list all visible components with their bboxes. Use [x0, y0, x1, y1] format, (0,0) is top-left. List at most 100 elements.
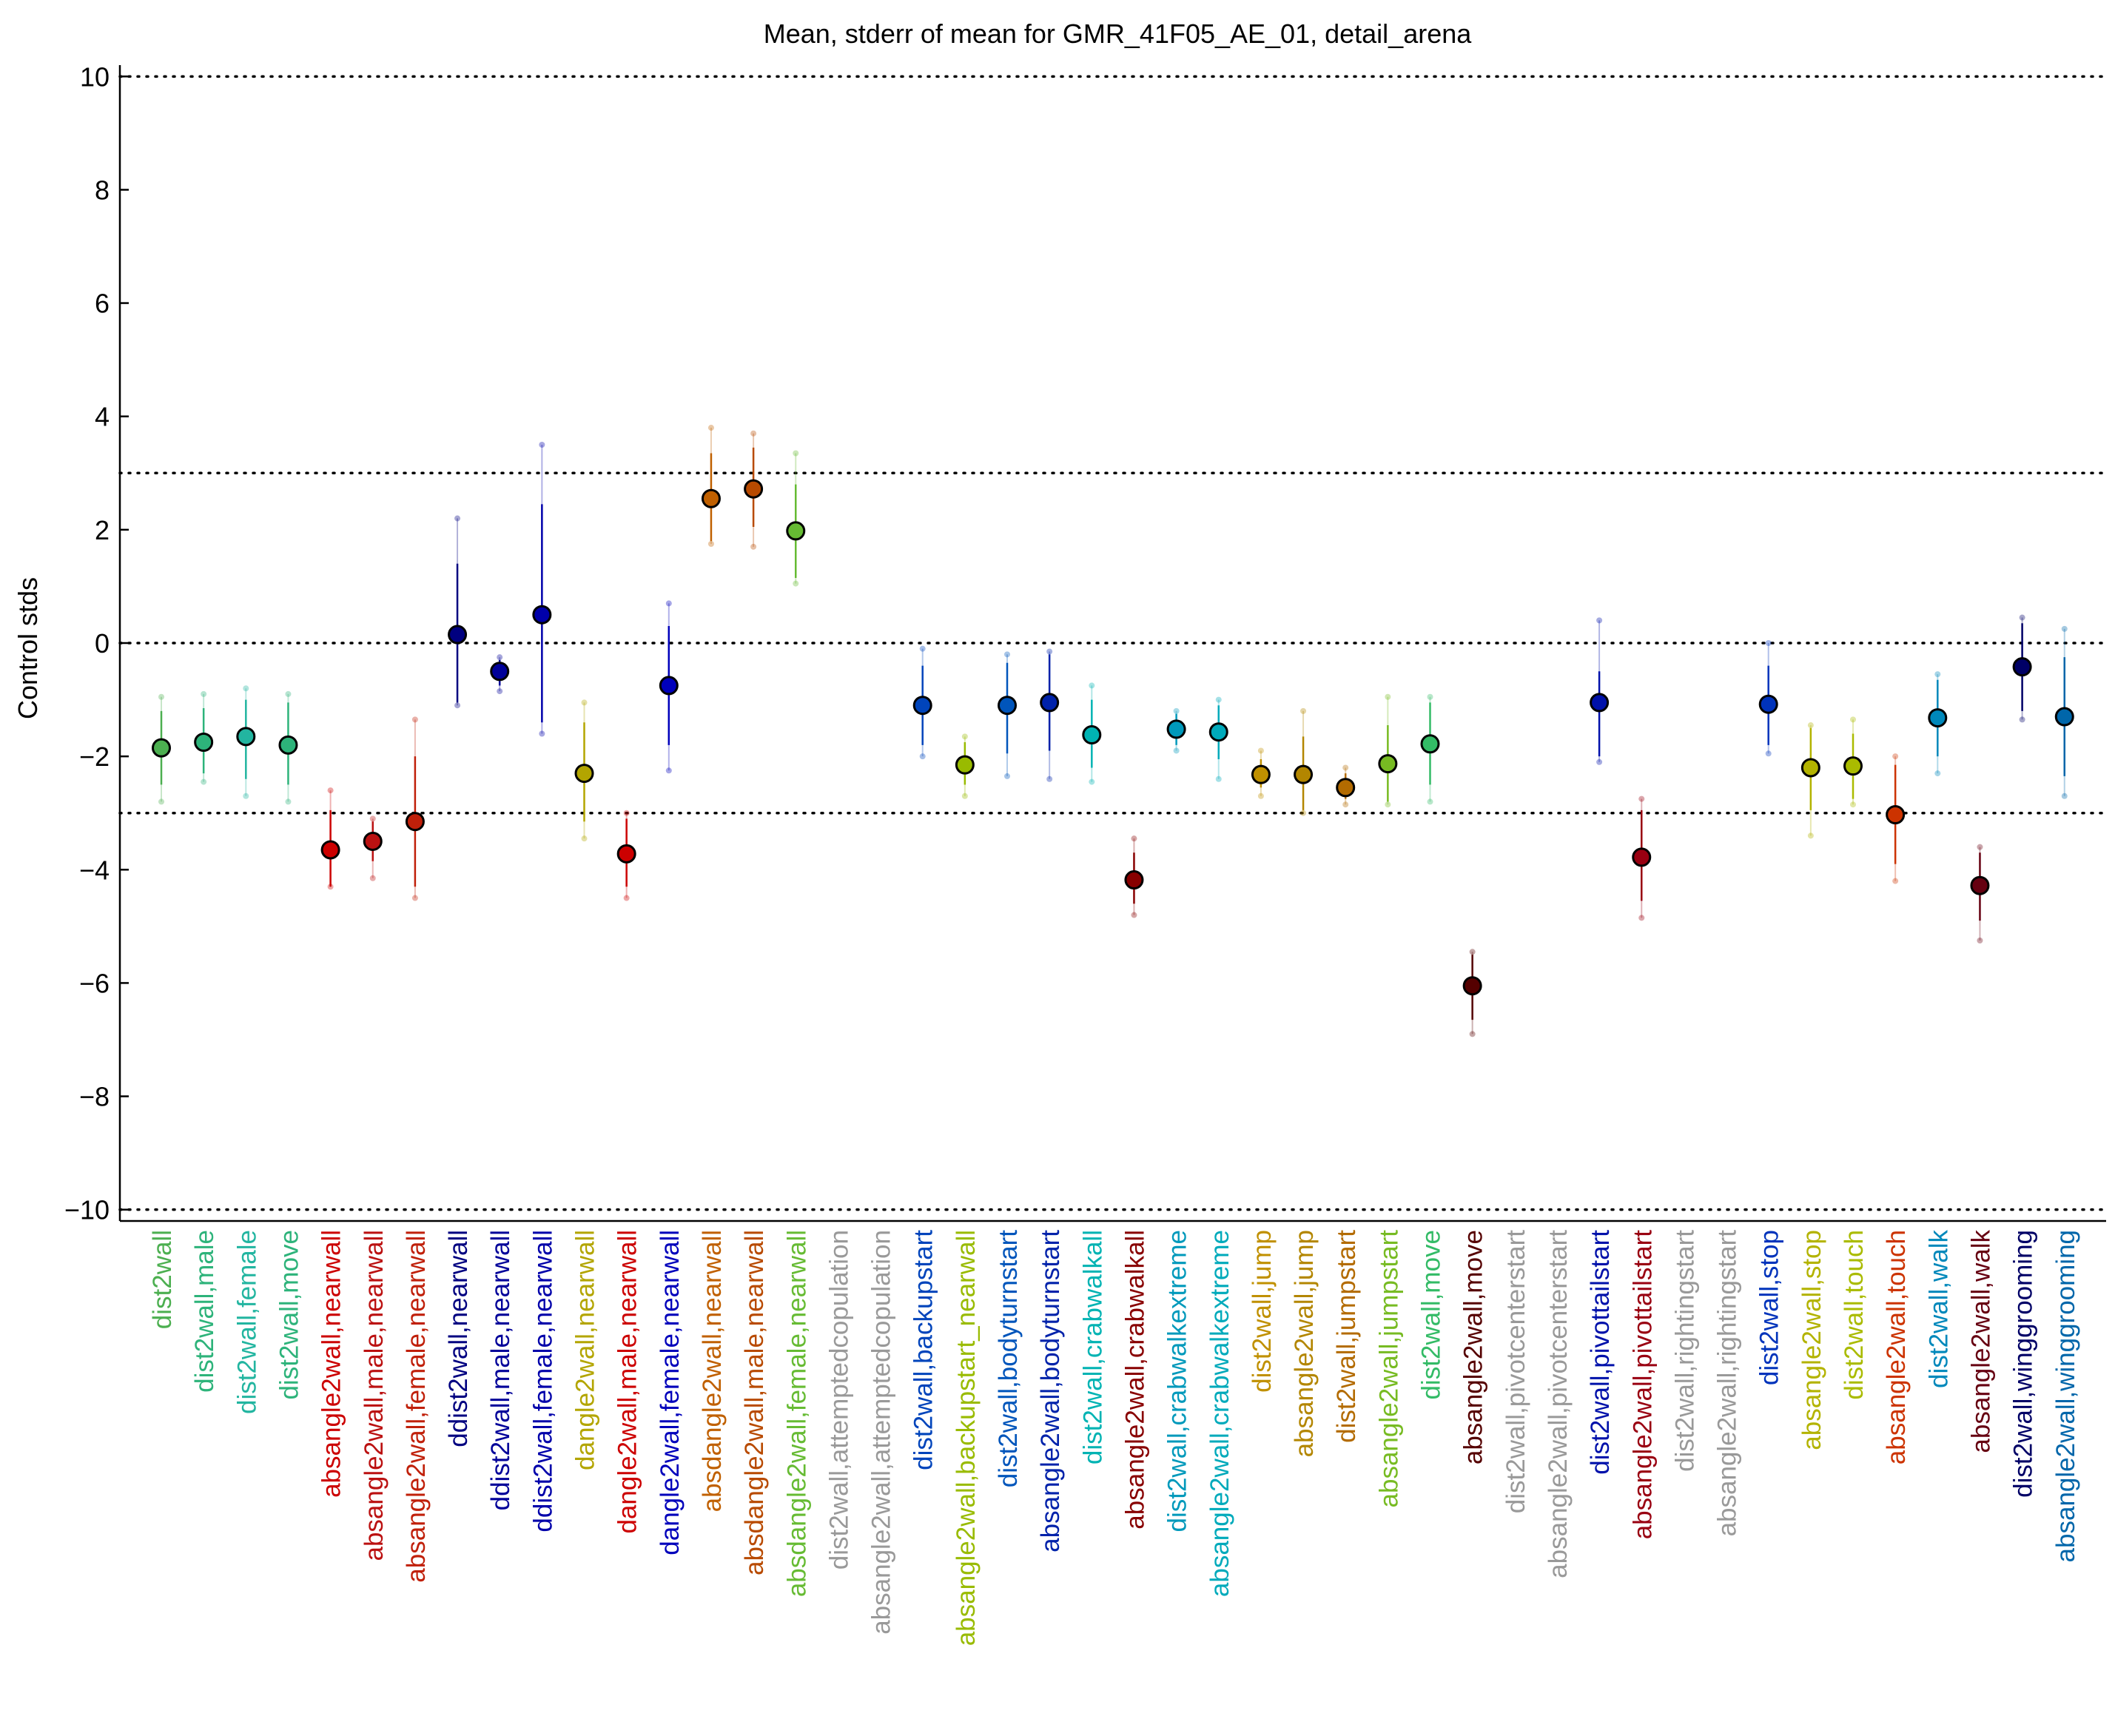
error-bar-outer-high-dot [1257, 747, 1264, 754]
x-tick-label-part: absangle2wall [1459, 1300, 1488, 1464]
x-tick-label-part: ,pivotcenterstart [1544, 1230, 1573, 1414]
error-bar-outer-high-dot [1765, 640, 1772, 646]
y-tick-label: 6 [95, 289, 110, 319]
x-tick-label-part: dangle2wall [613, 1397, 642, 1534]
x-tick-label-part: absangle2wall [952, 1481, 981, 1646]
error-bar-outer-low-dot [243, 793, 249, 799]
mean-marker [1378, 754, 1398, 774]
x-tick-label-part: dist2wall [232, 1315, 261, 1414]
x-tick-label-part: absangle2wall [1290, 1293, 1319, 1458]
x-tick-label: dist2wall,backupstart [909, 1230, 938, 1470]
mean-marker [405, 812, 425, 832]
mean-marker [1040, 693, 1060, 713]
error-bar-outer-low-dot [1257, 793, 1264, 799]
x-tick-label-part: absangle2wall [1798, 1286, 1826, 1450]
error-bar-outer-high-dot [581, 699, 588, 706]
error-bar-outer-low-dot [1173, 747, 1180, 754]
mean-marker [1928, 708, 1948, 728]
x-tick-label-part: ,female [232, 1230, 261, 1315]
error-bar-outer-high-dot [1342, 764, 1349, 771]
mean-marker [1886, 805, 1906, 825]
x-tick-label-part: dist2wall [1586, 1375, 1615, 1474]
mean-marker [490, 662, 510, 682]
x-tick-label-part: ,crabwalkextreme [1163, 1230, 1192, 1433]
error-bar-outer-high-dot [1934, 671, 1941, 678]
x-tick-label-part: ,move [275, 1230, 303, 1300]
x-tick-label: dist2wall,female [232, 1230, 261, 1414]
error-bar-outer-high-dot [201, 690, 207, 697]
x-tick-label: dist2wall,pivotcenterstart [1502, 1230, 1530, 1514]
x-tick-label: dist2wall,attemptedcopulation [824, 1230, 853, 1570]
error-bar-outer-high-dot [285, 690, 292, 697]
error-bar-outer-high-dot [369, 815, 376, 822]
x-tick-label: dist2wall,crabwalkall [1078, 1230, 1107, 1464]
x-tick-label: dist2wall,move [1417, 1230, 1446, 1400]
x-tick-label-part: absangle2wall [2051, 1399, 2080, 1563]
x-tick-label: dist2wall,jump [1248, 1230, 1277, 1393]
error-bar-outer-high-dot [1300, 707, 1307, 714]
error-bar-outer-low-dot [539, 730, 545, 737]
x-tick-label: ddist2wall,male,nearwall [486, 1230, 515, 1510]
x-tick-label: absdangle2wall,nearwall [698, 1230, 727, 1512]
x-tick-label-part: ,male [360, 1333, 389, 1397]
x-tick-label: dangle2wall,nearwall [571, 1230, 600, 1470]
error-bar-outer-low-dot [285, 798, 292, 805]
error-bar-outer-high-dot [1977, 844, 1983, 850]
x-tick-label: dist2wall,walk [1924, 1230, 1953, 1388]
x-tick-label-part: absangle2wall [402, 1419, 431, 1583]
error-bar-outer-low-dot [665, 767, 672, 774]
x-tick-label-part: ,jump [1290, 1230, 1319, 1293]
x-tick-label-part: dist2wall [190, 1293, 219, 1393]
x-tick-label: absangle2wall,pivottailstart [1628, 1230, 1657, 1540]
x-tick-label-part: ,nearwall [698, 1230, 727, 1333]
x-tick-label: absdangle2wall,female,nearwall [782, 1230, 811, 1597]
x-tick-label: dist2wall,stop [1755, 1230, 1784, 1385]
mean-marker [448, 625, 468, 645]
x-tick-label: dist2wall,winggrooming [2009, 1230, 2038, 1498]
x-tick-label-part: absangle2wall [1713, 1373, 1742, 1537]
error-bar-outer-low-dot [1342, 801, 1349, 808]
mean-marker [998, 696, 1017, 716]
error-bar-outer-low-dot [1850, 801, 1856, 808]
y-tick-label: −10 [64, 1195, 110, 1225]
error-bar-outer-high-dot [497, 654, 503, 661]
x-tick-label-part: ddist2wall [486, 1397, 515, 1511]
x-tick-label: dist2wall,jumpstart [1332, 1230, 1361, 1443]
error-bar-outer-low-dot [623, 895, 630, 901]
x-tick-label: dist2wall,move [275, 1230, 303, 1400]
error-bar-outer-low-dot [1807, 832, 1814, 839]
x-tick-label-part: ddist2wall [444, 1333, 473, 1447]
x-tick-label-part: absangle2wall [1206, 1433, 1234, 1597]
x-tick-label-part: ,stop [1798, 1230, 1826, 1286]
mean-marker [1251, 764, 1271, 784]
mean-marker [2012, 657, 2032, 677]
error-bar-outer-low-dot [2019, 716, 2025, 723]
error-bar-outer-high-dot [1385, 693, 1391, 700]
error-bar-outer-high-dot [1173, 707, 1180, 714]
x-tick-label-part: dist2wall [1078, 1365, 1107, 1464]
x-tick-label-part: dist2wall [148, 1230, 177, 1329]
x-tick-label-part: absangle2wall [1882, 1300, 1911, 1464]
y-tick-label: −6 [79, 968, 110, 998]
reference-lines [118, 75, 2108, 1211]
x-tick-label-part: ddist2wall [528, 1419, 557, 1533]
x-tick-label: absangle2wall,female,nearwall [402, 1230, 431, 1583]
x-tick-label: absangle2wall,crabwalkall [1120, 1230, 1149, 1530]
error-bar-outer-high-dot [158, 693, 164, 700]
error-bar-outer-low-dot [1977, 937, 1983, 943]
error-bar-outer-high-dot [750, 430, 757, 437]
error-bar-outer-low-dot [1385, 801, 1391, 808]
x-tick-label-part: dist2wall [1502, 1414, 1530, 1513]
x-tick-label: absangle2wall,stop [1798, 1230, 1826, 1450]
error-bar-outer-low-dot [581, 835, 588, 842]
mean-marker [1166, 719, 1186, 739]
x-tick-label-part: dist2wall [909, 1371, 938, 1470]
error-bar-outer-high-dot [623, 810, 630, 816]
x-tick-label-part: ,nearwall [740, 1230, 769, 1333]
x-tick-label: dist2wall,bodyturnstart [994, 1230, 1023, 1488]
mean-marker [1208, 722, 1228, 742]
x-tick-label-part: ,nearwall [528, 1230, 557, 1333]
error-bar-outer-high-dot [411, 716, 418, 723]
error-bar-outer-low-dot [1596, 758, 1603, 765]
